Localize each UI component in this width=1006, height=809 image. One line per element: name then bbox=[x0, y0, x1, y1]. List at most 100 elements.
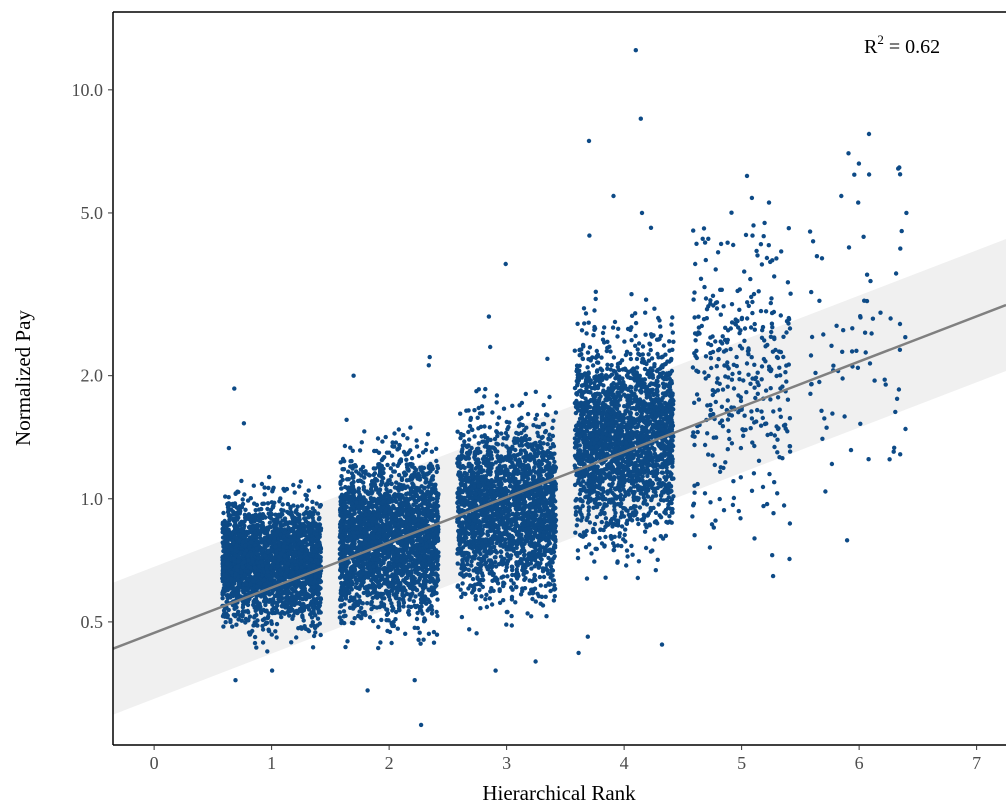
data-point bbox=[345, 639, 350, 644]
data-point bbox=[337, 507, 343, 513]
data-point bbox=[262, 492, 267, 497]
data-point bbox=[221, 510, 226, 516]
data-point bbox=[292, 490, 297, 495]
data-point bbox=[309, 593, 314, 599]
data-point bbox=[301, 580, 306, 585]
data-point bbox=[240, 576, 245, 582]
data-point bbox=[409, 476, 415, 482]
data-point bbox=[359, 582, 364, 587]
data-point bbox=[222, 547, 227, 552]
data-point bbox=[434, 609, 439, 615]
data-point bbox=[357, 492, 362, 497]
data-point bbox=[400, 549, 405, 554]
data-point bbox=[222, 565, 227, 570]
data-point bbox=[429, 611, 435, 616]
data-point bbox=[301, 527, 307, 532]
data-point bbox=[381, 566, 387, 571]
data-point bbox=[256, 572, 261, 577]
data-point bbox=[316, 517, 322, 522]
data-point bbox=[309, 537, 314, 542]
data-point bbox=[378, 514, 383, 519]
data-point bbox=[346, 560, 352, 565]
data-point bbox=[260, 617, 266, 623]
data-point bbox=[266, 474, 272, 480]
data-point bbox=[253, 534, 258, 539]
data-point bbox=[220, 614, 226, 619]
points-layer bbox=[220, 48, 909, 728]
data-point bbox=[424, 543, 429, 549]
data-point bbox=[357, 448, 363, 453]
data-point bbox=[296, 515, 302, 520]
data-point bbox=[401, 560, 407, 566]
data-point bbox=[253, 508, 258, 513]
data-point bbox=[347, 582, 352, 588]
data-point bbox=[286, 538, 291, 544]
data-point bbox=[224, 520, 230, 525]
data-point bbox=[229, 570, 234, 575]
data-point bbox=[303, 537, 308, 542]
data-point bbox=[339, 474, 344, 479]
data-point bbox=[351, 473, 356, 479]
data-point bbox=[376, 573, 381, 578]
data-point bbox=[240, 609, 245, 614]
data-point bbox=[241, 559, 247, 565]
data-point bbox=[376, 645, 381, 651]
data-point bbox=[308, 557, 314, 562]
data-point bbox=[316, 560, 321, 566]
data-point bbox=[223, 620, 228, 625]
data-point bbox=[270, 555, 276, 560]
data-point bbox=[252, 634, 258, 640]
data-point bbox=[233, 521, 238, 526]
data-point bbox=[266, 573, 271, 578]
data-point bbox=[290, 571, 296, 577]
data-point bbox=[401, 586, 407, 591]
data-point bbox=[301, 511, 307, 517]
data-point bbox=[254, 584, 260, 589]
point-group-rank-1 bbox=[220, 386, 324, 683]
data-point bbox=[289, 558, 294, 563]
data-point bbox=[280, 512, 285, 517]
data-point bbox=[413, 500, 419, 505]
data-point bbox=[280, 600, 285, 605]
data-point bbox=[275, 564, 280, 569]
data-point bbox=[231, 540, 236, 546]
data-point bbox=[239, 478, 244, 484]
data-point bbox=[372, 471, 378, 476]
data-point bbox=[341, 609, 347, 614]
data-point bbox=[414, 616, 420, 622]
data-point bbox=[221, 624, 226, 629]
data-point bbox=[429, 449, 435, 454]
data-point bbox=[297, 540, 303, 546]
data-point bbox=[408, 425, 413, 430]
data-point bbox=[263, 620, 269, 626]
data-point bbox=[434, 446, 439, 451]
data-point bbox=[310, 499, 315, 505]
data-point bbox=[289, 591, 294, 596]
data-point bbox=[285, 561, 291, 566]
data-point bbox=[414, 438, 419, 443]
data-point bbox=[378, 560, 383, 565]
data-point bbox=[368, 487, 374, 492]
data-point bbox=[280, 502, 285, 507]
data-point bbox=[285, 588, 291, 593]
data-point bbox=[226, 582, 231, 587]
data-point bbox=[231, 556, 237, 561]
data-point bbox=[346, 490, 351, 495]
data-point bbox=[341, 574, 346, 579]
data-point bbox=[291, 552, 297, 557]
data-point bbox=[395, 626, 400, 631]
data-point bbox=[282, 516, 288, 521]
data-point bbox=[240, 565, 246, 570]
data-point bbox=[284, 486, 290, 492]
data-point bbox=[352, 567, 358, 573]
data-point bbox=[235, 564, 240, 569]
data-point bbox=[390, 440, 395, 445]
data-point bbox=[250, 559, 255, 564]
data-point bbox=[297, 550, 302, 556]
data-point bbox=[291, 503, 296, 508]
data-point bbox=[352, 616, 357, 621]
data-point bbox=[260, 623, 265, 629]
data-point bbox=[247, 572, 252, 578]
data-point bbox=[288, 509, 294, 515]
data-point bbox=[363, 612, 368, 618]
